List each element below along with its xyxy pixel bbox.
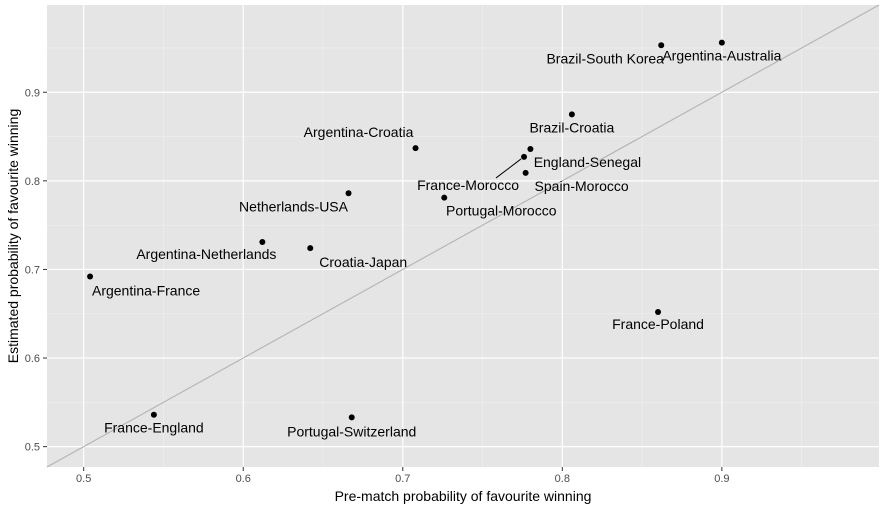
data-point-label: France-England	[104, 420, 204, 436]
x-tick-label: 0.6	[236, 473, 251, 485]
data-point	[307, 245, 314, 252]
data-point	[150, 411, 157, 418]
data-point	[658, 42, 665, 49]
reference-line	[46, 4, 880, 468]
data-point	[259, 238, 266, 245]
y-axis-title: Estimated probability of favourite winni…	[5, 109, 21, 363]
data-point-label: Argentina-Australia	[662, 48, 781, 64]
x-tick-label: 0.7	[395, 473, 410, 485]
x-tick-label: 0.8	[555, 473, 570, 485]
data-point	[441, 194, 448, 201]
x-axis: 0.5 0.6 0.7 0.8 0.9	[76, 467, 730, 485]
reference-line-layer	[46, 4, 880, 468]
label-leader-line	[495, 158, 522, 179]
data-point-label: France-Morocco	[417, 177, 519, 193]
data-point-label: Spain-Morocco	[535, 178, 629, 194]
data-point	[527, 145, 534, 152]
data-point	[412, 145, 419, 152]
y-axis: 0.5 0.6 0.7 0.8 0.9	[25, 87, 47, 454]
data-point	[348, 414, 355, 421]
data-point	[655, 308, 662, 315]
x-axis-title: Pre-match probability of favourite winni…	[335, 488, 592, 504]
x-tick-label: 0.5	[76, 473, 91, 485]
data-point-label: Argentina-Netherlands	[136, 246, 276, 262]
data-point	[522, 169, 529, 176]
y-tick-label: 0.8	[25, 176, 40, 188]
minor-gridlines	[47, 5, 879, 467]
leader-line-layer	[495, 158, 522, 179]
data-point-label: Croatia-Japan	[319, 254, 407, 270]
data-points	[87, 39, 725, 421]
data-point	[521, 153, 528, 160]
data-point	[718, 39, 725, 46]
y-tick-label: 0.9	[25, 87, 40, 99]
y-tick-label: 0.7	[25, 264, 40, 276]
data-point	[345, 190, 352, 197]
x-tick-label: 0.9	[714, 473, 729, 485]
data-point-label: France-Poland	[612, 316, 704, 332]
y-tick-label: 0.6	[25, 353, 40, 365]
data-point	[87, 273, 94, 280]
data-point-label: Argentina-France	[92, 283, 200, 299]
data-point-label: England-Senegal	[534, 154, 641, 170]
data-point-label: Netherlands-USA	[239, 198, 349, 214]
data-point-label: Portugal-Switzerland	[287, 423, 416, 439]
y-tick-label: 0.5	[25, 442, 40, 454]
data-point	[568, 111, 575, 118]
major-gridlines	[47, 5, 879, 467]
data-point-label: Brazil-Croatia	[529, 119, 614, 135]
data-point-label: Portugal-Morocco	[446, 203, 557, 219]
data-point-label: Argentina-Croatia	[304, 124, 414, 140]
data-point-label: Brazil-South Korea	[546, 50, 664, 66]
